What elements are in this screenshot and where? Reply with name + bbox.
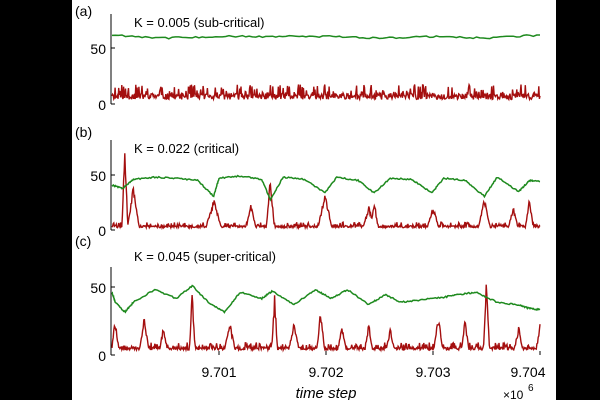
x-axis-label: time step xyxy=(296,385,357,400)
panel-c-letter: (c) xyxy=(75,233,91,249)
panel-c: (c) K = 0.045 (super-critical) 50 0 xyxy=(75,233,541,364)
x-axis-multiplier-exponent: 6 xyxy=(528,383,534,394)
panel-c-ytick-0: 0 xyxy=(98,348,106,364)
panel-a: (a) K = 0.005 (sub-critical) 50 0 xyxy=(75,3,541,113)
x-tick-label-9-701: 9.701 xyxy=(201,364,236,380)
x-tick-label-9-702: 9.702 xyxy=(308,364,343,380)
x-axis-multiplier: ×10 xyxy=(503,388,524,400)
panel-a-letter: (a) xyxy=(75,3,92,19)
panel-c-ytick-50: 50 xyxy=(90,280,106,296)
panel-c-green-series xyxy=(111,284,541,314)
x-tick-label-9-703: 9.703 xyxy=(415,364,450,380)
panel-b-ytick-0: 0 xyxy=(98,223,106,239)
panel-a-ytick-0: 0 xyxy=(98,97,106,113)
panel-a-ytick-50: 50 xyxy=(90,41,106,57)
panel-b-ytick-50: 50 xyxy=(90,168,106,184)
panel-b-red-series xyxy=(111,153,541,231)
x-axis: 9.701 9.702 9.703 9.704 time step ×10 6 xyxy=(201,351,546,400)
panel-a-red-series xyxy=(111,82,541,102)
panel-a-green-series xyxy=(111,34,540,40)
panel-b-letter: (b) xyxy=(75,124,92,140)
panel-c-red-series xyxy=(111,284,541,353)
panel-b-annotation: K = 0.022 (critical) xyxy=(134,141,239,156)
panel-a-annotation: K = 0.005 (sub-critical) xyxy=(134,15,264,30)
panel-b: (b) K = 0.022 (critical) 50 0 xyxy=(75,124,541,239)
figure-background xyxy=(72,0,556,400)
x-tick-label-9-704: 9.704 xyxy=(510,364,545,380)
panel-c-annotation: K = 0.045 (super-critical) xyxy=(134,249,276,264)
panel-b-green-series xyxy=(111,174,541,202)
